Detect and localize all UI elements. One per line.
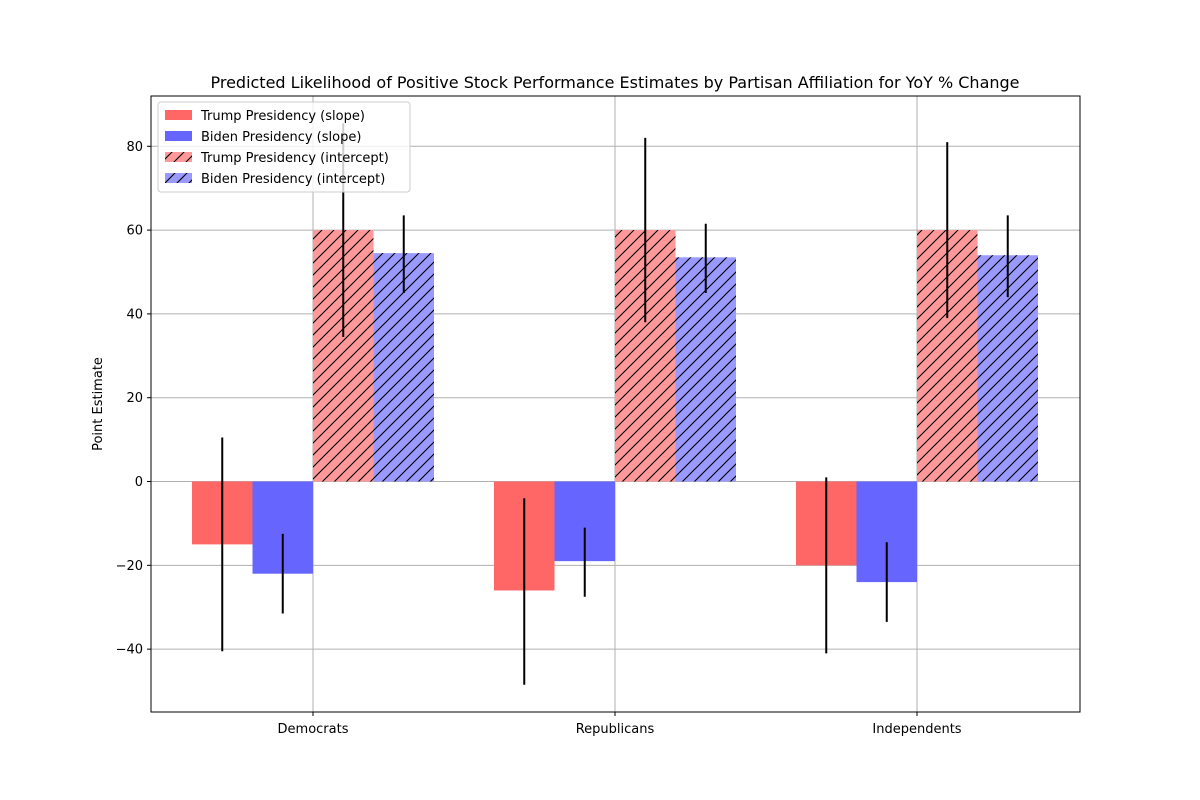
y-axis-label: Point Estimate <box>91 357 106 451</box>
legend-label: Biden Presidency (slope) <box>201 130 361 145</box>
chart-title: Predicted Likelihood of Positive Stock P… <box>210 73 1019 92</box>
y-tick-label: 20 <box>126 391 143 406</box>
legend-label: Trump Presidency (slope) <box>200 109 365 124</box>
legend-label: Biden Presidency (intercept) <box>201 172 385 187</box>
legend-swatch <box>165 110 192 120</box>
axes: −40 −20 0 20 40 60 80 Democrats Republicans Indep… <box>116 95 1081 737</box>
bar-hatch <box>675 257 736 482</box>
legend-swatch-hatch <box>165 152 192 162</box>
y-tick-label: −20 <box>116 559 143 574</box>
legend-swatch-hatch <box>165 173 192 183</box>
x-tick-label: Republicans <box>576 722 655 737</box>
y-tick-label: −40 <box>116 643 143 658</box>
legend-box <box>157 101 411 193</box>
legend: Trump Presidency (slope) Biden Presidency… <box>157 101 411 193</box>
y-tick-label: 40 <box>126 307 143 322</box>
x-tick-label: Democrats <box>278 722 349 737</box>
legend-swatch <box>165 131 192 141</box>
bars <box>192 230 1038 591</box>
y-tick-label: 80 <box>126 140 143 155</box>
y-tick-label: 0 <box>135 475 143 490</box>
x-tick-label: Independents <box>872 722 961 737</box>
legend-label: Trump Presidency (intercept) <box>200 151 389 166</box>
y-tick-label: 60 <box>126 224 143 239</box>
